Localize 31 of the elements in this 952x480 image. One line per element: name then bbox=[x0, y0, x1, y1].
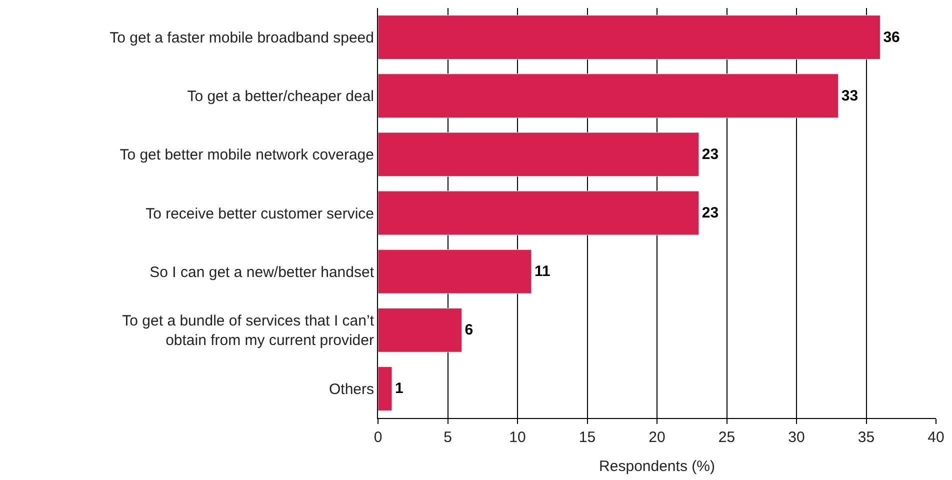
y-tick-label: To get a better/cheaper deal bbox=[187, 88, 374, 106]
bar bbox=[378, 308, 462, 352]
data-label: 1 bbox=[394, 380, 404, 398]
bar bbox=[378, 15, 880, 60]
x-tick-label: 25 bbox=[718, 429, 736, 446]
y-tick-label: To get a faster mobile broadband speed bbox=[110, 30, 374, 47]
x-tick-label: 15 bbox=[578, 429, 596, 446]
x-tick-label: 35 bbox=[858, 429, 875, 446]
data-label: 6 bbox=[464, 322, 474, 339]
data-label: 33 bbox=[841, 87, 858, 104]
data-label: 23 bbox=[702, 146, 719, 163]
data-label: 36 bbox=[883, 28, 900, 46]
y-tick-label: To receive better customer service bbox=[146, 205, 374, 222]
x-tick-label: 20 bbox=[648, 429, 666, 446]
bar bbox=[378, 132, 700, 177]
y-tick-label: So I can get a new/better handset bbox=[150, 264, 375, 281]
bar bbox=[378, 74, 839, 118]
y-tick-label: To get better mobile network coverage bbox=[120, 146, 374, 164]
bar bbox=[378, 249, 532, 294]
data-label: 23 bbox=[702, 204, 719, 222]
x-tick-label: 0 bbox=[374, 429, 382, 446]
bar bbox=[378, 366, 392, 411]
x-tick-label: 30 bbox=[788, 429, 805, 446]
x-tick-label: 40 bbox=[928, 429, 944, 446]
y-tick-label: Others bbox=[328, 380, 374, 398]
bar bbox=[378, 190, 700, 236]
data-label: 11 bbox=[534, 263, 550, 280]
x-tick-label: 5 bbox=[444, 429, 452, 446]
x-axis-title: Respondents (%) bbox=[599, 458, 715, 475]
y-tick-label: To get a bundle of services that I can’t obtain from my current provider bbox=[122, 312, 375, 350]
x-tick-label: 10 bbox=[509, 429, 526, 446]
